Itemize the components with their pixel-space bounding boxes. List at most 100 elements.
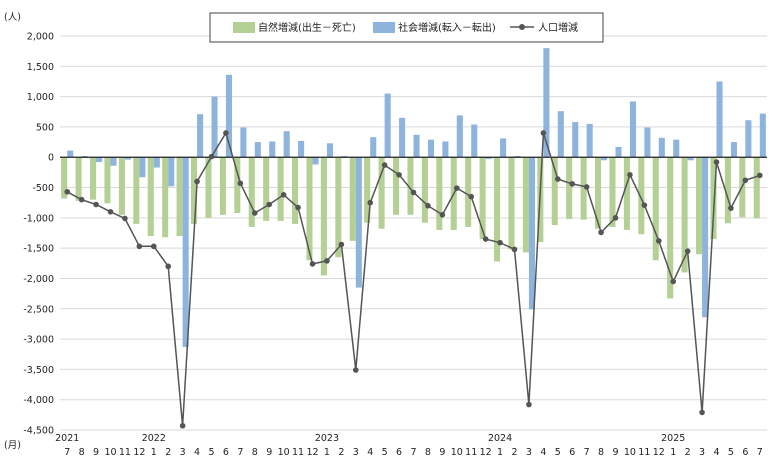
point-population-change	[742, 177, 749, 184]
bar-natural-change	[551, 157, 558, 226]
y-tick-label: -3,500	[23, 365, 54, 376]
bar-natural-change	[465, 157, 472, 227]
x-tick-label-month: 3	[353, 447, 359, 458]
point-population-change	[266, 201, 273, 208]
y-tick-label: 500	[36, 122, 54, 133]
x-tick-label-month: 4	[367, 447, 373, 458]
y-unit-label: (人)	[4, 12, 21, 23]
bar-natural-change	[393, 157, 400, 215]
point-population-change	[410, 189, 417, 196]
bar-social-change	[456, 115, 463, 158]
point-population-change	[280, 192, 287, 198]
bar-social-change	[759, 113, 766, 158]
point-population-change	[251, 210, 258, 216]
point-population-change	[439, 212, 446, 218]
social-change-bars	[67, 48, 766, 347]
bar-social-change	[240, 127, 247, 158]
x-tick-label-month: 5	[555, 447, 561, 458]
x-tick-label-month: 10	[624, 447, 636, 458]
y-tick-label: -1,500	[23, 244, 54, 255]
bar-social-change	[370, 137, 377, 158]
point-population-change	[150, 243, 157, 250]
bar-social-change	[745, 120, 752, 158]
point-population-change	[497, 239, 503, 246]
bar-natural-change	[479, 157, 486, 240]
bar-natural-change	[421, 157, 428, 223]
x-tick-label-month: 8	[252, 447, 258, 458]
bar-natural-change	[292, 157, 299, 224]
point-population-change	[554, 176, 561, 182]
point-population-change	[396, 172, 402, 178]
x-tick-label-month: 3	[180, 447, 186, 458]
bar-social-change	[500, 138, 507, 158]
bar-natural-change	[580, 157, 587, 220]
bar-natural-change	[90, 157, 97, 200]
bar-natural-change	[118, 157, 125, 215]
bar-social-change	[514, 156, 521, 158]
point-population-change	[641, 202, 648, 208]
x-tick-label-month: 11	[638, 447, 650, 458]
bar-social-change	[730, 142, 737, 158]
point-population-change	[655, 238, 662, 244]
x-tick-label-month: 1	[670, 447, 676, 458]
x-tick-label-month: 1	[151, 447, 157, 458]
x-tick-label-month: 10	[104, 447, 116, 458]
point-population-change	[425, 202, 431, 209]
bar-natural-change	[75, 157, 82, 201]
x-unit-label: (月)	[4, 440, 21, 451]
y-tick-label: 0	[48, 153, 54, 164]
point-population-change	[569, 181, 576, 187]
point-population-change	[598, 229, 604, 236]
x-axis: 7 8 9 10 11 12 1 2 3 4 5 6 7 8 9 10 11 12 1 2 3 4 5 6 7 8 9 10 11 12 1…	[55, 433, 763, 458]
bar-natural-change	[681, 157, 688, 273]
bar-social-change	[413, 134, 420, 158]
x-tick-label-month: 6	[396, 447, 402, 458]
x-tick-label-month: 5	[728, 447, 734, 458]
bar-social-change	[427, 139, 434, 158]
legend-marker-total	[519, 24, 525, 30]
legend: 自然増減(出生－死亡) 社会増減(転入－転出) 人口増減	[209, 12, 604, 43]
x-tick-label-month: 3	[699, 447, 705, 458]
point-population-change	[699, 409, 705, 416]
point-population-change	[756, 172, 763, 179]
bar-natural-change	[494, 157, 501, 262]
bar-social-change	[586, 123, 593, 158]
point-population-change	[526, 401, 532, 408]
point-population-change	[194, 178, 200, 185]
bar-natural-change	[508, 157, 515, 250]
y-axis: 2,000 1,500 1,000 500 0 -500 -1,000 -1,500 -2,00…	[23, 32, 54, 437]
bar-natural-change	[753, 157, 760, 219]
x-tick-label-month: 11	[465, 447, 477, 458]
bar-natural-change	[436, 157, 443, 230]
point-population-change	[93, 201, 99, 208]
x-tick-label-month: 3	[526, 447, 532, 458]
bar-natural-change	[652, 157, 659, 261]
bar-social-change	[543, 48, 550, 158]
point-population-change	[728, 205, 734, 211]
point-population-change	[136, 243, 143, 250]
point-population-change	[122, 215, 128, 222]
x-year-label: 2025	[661, 433, 685, 444]
y-tick-label: -2,500	[23, 304, 54, 315]
bar-social-change	[528, 157, 535, 310]
legend-label-total: 人口増減	[538, 21, 578, 34]
bar-natural-change	[335, 157, 342, 258]
x-tick-label-month: 9	[266, 447, 272, 458]
bar-natural-change	[234, 157, 241, 213]
point-population-change	[612, 215, 619, 221]
bar-natural-change	[248, 157, 255, 227]
bar-social-change	[355, 157, 362, 288]
bar-social-change	[298, 140, 305, 158]
x-tick-label-month: 12	[653, 447, 665, 458]
point-population-change	[107, 208, 114, 215]
bar-natural-change	[349, 157, 356, 241]
bar-natural-change	[364, 157, 371, 223]
point-population-change	[338, 241, 345, 248]
bar-social-change	[601, 157, 608, 161]
legend-label-social: 社会増減(転入－転出)	[398, 21, 496, 34]
x-tick-label-month: 4	[713, 447, 719, 458]
point-population-change	[295, 204, 301, 211]
y-tick-label: 1,500	[27, 62, 54, 73]
point-population-change	[367, 199, 374, 206]
bar-natural-change	[162, 157, 169, 238]
